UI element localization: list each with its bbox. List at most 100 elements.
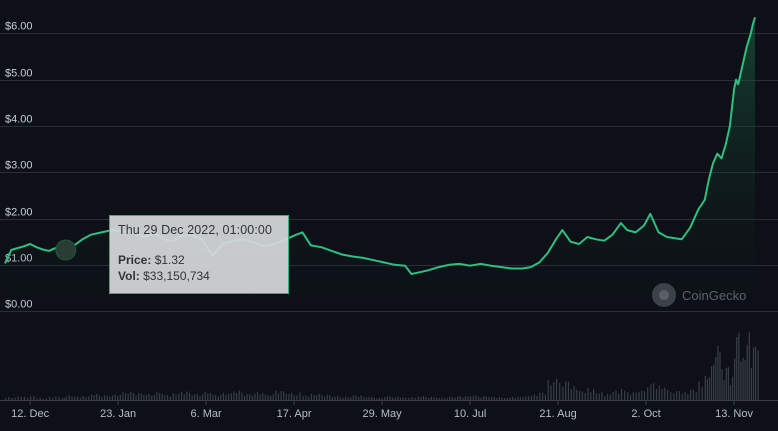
volume-bar	[161, 393, 163, 400]
volume-bar	[270, 395, 272, 400]
volume-bar	[428, 397, 430, 400]
volume-bar	[36, 398, 38, 400]
volume-bar	[475, 395, 477, 400]
volume-bar	[687, 394, 689, 400]
volume-bar	[708, 377, 711, 400]
volume-bars	[5, 332, 759, 400]
volume-bar	[595, 393, 597, 400]
volume-bar	[313, 394, 315, 400]
volume-bar	[183, 394, 185, 400]
volume-bar	[533, 394, 535, 400]
volume-bar	[414, 397, 416, 400]
volume-bar	[592, 388, 595, 400]
volume-bar	[706, 378, 709, 400]
volume-bar	[635, 392, 637, 400]
volume-bar	[33, 395, 35, 400]
volume-bar	[228, 393, 230, 400]
volume-bar	[470, 396, 472, 400]
volume-bar	[664, 387, 666, 400]
volume-bar	[138, 393, 140, 400]
volume-bar	[196, 393, 198, 400]
volume-bar	[151, 395, 153, 400]
volume-bar	[153, 394, 155, 400]
x-tick-label: 6. Mar	[191, 408, 223, 420]
volume-bar	[305, 395, 307, 400]
volume-bar	[742, 357, 744, 400]
volume-bar	[725, 367, 727, 400]
x-tick-label: 23. Jan	[100, 408, 136, 420]
y-tick-label: $5.00	[5, 68, 33, 80]
volume-bar	[124, 393, 127, 400]
volume-bar	[493, 396, 495, 400]
volume-bar	[90, 394, 93, 400]
tooltip-price-label: Price:	[118, 253, 152, 267]
volume-bar	[167, 394, 169, 400]
volume-bar	[68, 395, 70, 400]
volume-bar	[355, 395, 357, 400]
volume-bar	[408, 397, 410, 400]
volume-bar	[386, 396, 389, 400]
volume-bar	[462, 397, 464, 400]
x-tick-label: 10. Jul	[454, 408, 486, 420]
volume-bar	[504, 398, 506, 400]
volume-bar	[212, 394, 214, 400]
volume-bar	[519, 397, 522, 400]
volume-bar	[14, 397, 16, 400]
volume-bar	[472, 396, 474, 400]
x-tick-label: 13. Nov	[715, 408, 753, 420]
volume-bar	[598, 393, 600, 400]
volume-bar	[399, 397, 402, 400]
volume-bar	[483, 396, 485, 400]
volume-bar	[93, 395, 95, 400]
volume-bar	[632, 392, 634, 400]
volume-bar	[451, 397, 453, 400]
volume-bar	[430, 396, 433, 400]
volume-bar	[746, 344, 748, 400]
volume-bar	[491, 397, 493, 400]
volume-bar	[547, 380, 549, 400]
volume-bar	[256, 392, 259, 400]
volume-bar	[550, 385, 552, 400]
volume-bar	[618, 393, 620, 400]
volume-bar	[103, 395, 106, 400]
volume-bar	[45, 398, 48, 400]
price-tooltip: Thu 29 Dec 2022, 01:00:00 Price: $1.32 V…	[109, 215, 289, 294]
volume-bar	[485, 396, 487, 400]
volume-bar	[604, 396, 606, 400]
volume-bar	[243, 395, 246, 400]
volume-bar	[612, 391, 614, 400]
volume-bar	[692, 389, 695, 400]
volume-bar	[402, 397, 404, 400]
volume-bar	[681, 394, 683, 400]
volume-bar	[501, 397, 503, 400]
volume-bar	[318, 393, 320, 400]
volume-bar	[736, 337, 738, 400]
volume-bar	[241, 392, 243, 400]
volume-bar	[405, 397, 407, 400]
volume-bar	[140, 393, 142, 400]
volume-bar	[443, 398, 446, 400]
volume-bar	[71, 396, 73, 400]
volume-bar	[79, 397, 81, 400]
volume-bar	[606, 393, 609, 400]
volume-bar	[233, 391, 235, 400]
y-tick-label: $2.00	[5, 207, 33, 219]
volume-bar	[262, 392, 264, 400]
volume-bar	[378, 397, 381, 400]
tooltip-vol-value: $33,150,734	[143, 269, 210, 283]
volume-bar	[731, 376, 734, 400]
volume-bar	[191, 395, 193, 400]
tooltip-price-value: $1.32	[154, 253, 185, 267]
volume-bar	[717, 345, 719, 400]
volume-bar	[17, 396, 19, 400]
volume-bar	[106, 395, 108, 400]
volume-bar	[673, 393, 675, 400]
volume-bar	[251, 395, 253, 400]
volume-bar	[342, 397, 344, 400]
volume-bar	[117, 396, 119, 400]
volume-bar	[627, 392, 629, 400]
volume-bar	[207, 393, 209, 400]
volume-bar	[42, 398, 44, 400]
volume-bar	[230, 393, 232, 400]
volume-bar	[701, 386, 703, 400]
